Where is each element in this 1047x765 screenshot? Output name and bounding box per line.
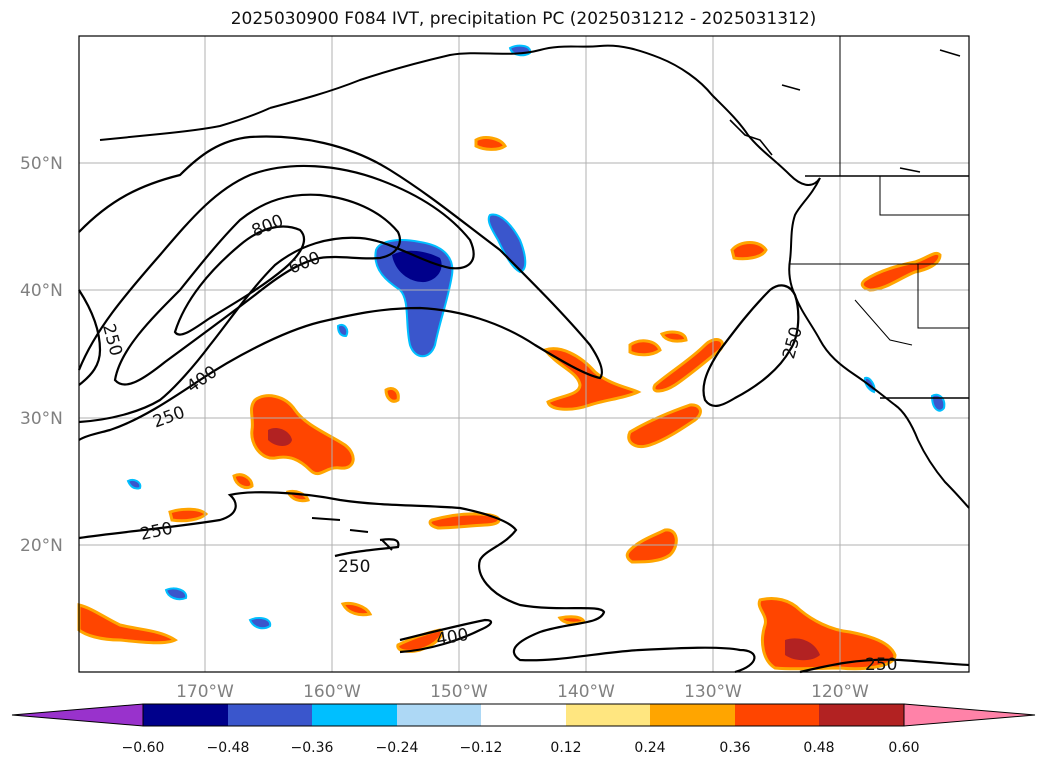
colorbar-segment <box>735 704 819 726</box>
precip-area-neg <box>164 587 188 601</box>
precip-area-neg <box>487 213 527 274</box>
ivt-contour-800 <box>173 225 306 336</box>
lat-label: 40°N <box>20 281 63 301</box>
us-state-borders <box>790 36 969 346</box>
colorbar: −0.60 −0.48 −0.36 −0.24 −0.12 0.12 0.24 … <box>11 703 1036 756</box>
colorbar-extend-low <box>11 703 144 727</box>
colorbar-segment <box>481 704 566 726</box>
precip-area-pos <box>627 403 702 448</box>
precip-area-pos <box>168 507 209 523</box>
colorbar-segment <box>312 704 397 726</box>
colorbar-tick-label: −0.60 <box>122 740 165 756</box>
colorbar-tick-label: 0.36 <box>719 740 750 756</box>
colorbar-tick-label: −0.48 <box>207 740 250 756</box>
colorbar-tick-label: 0.12 <box>550 740 581 756</box>
colorbar-tick-label: −0.36 <box>291 740 334 756</box>
colorbar-tick-label: 0.48 <box>803 740 834 756</box>
contour-label: 250 <box>865 655 897 675</box>
precip-area-pos <box>730 241 768 261</box>
longitude-labels: 170°W 160°W 150°W 140°W 130°W 120°W <box>176 682 869 702</box>
precip-area-pos-core <box>785 638 820 661</box>
precip-area-neg <box>126 478 142 490</box>
map-frame <box>78 35 970 673</box>
lon-label: 120°W <box>811 682 869 702</box>
ivt-contour-250-south <box>78 491 756 674</box>
map-background <box>79 36 969 672</box>
lat-label: 50°N <box>20 154 63 174</box>
precip-area-neg-core <box>392 250 442 283</box>
colorbar-tick-label: −0.24 <box>376 740 419 756</box>
colorbar-frame <box>142 703 905 727</box>
ivt-contour-250-north <box>78 135 604 441</box>
ivt-contour-250-se <box>799 658 970 674</box>
colorbar-tick-label: 0.60 <box>888 740 919 756</box>
ivt-contour-250-ca <box>702 284 800 407</box>
map-panel: 800 600 400 250 250 250 250 250 250 400 <box>77 35 970 675</box>
colorbar-tick-label: −0.12 <box>460 740 503 756</box>
precip-area-pos <box>474 136 508 151</box>
lon-label: 170°W <box>176 682 234 702</box>
colorbar-segment <box>143 704 228 726</box>
ivt-contour-400-south <box>399 618 493 654</box>
map-title: 2025030900 F084 IVT, precipitation PC (2… <box>230 9 817 29</box>
lon-label: 140°W <box>557 682 615 702</box>
precip-area-pos <box>860 251 942 292</box>
pacific-nw-coast <box>788 177 970 509</box>
colorbar-extend-high <box>903 703 1036 727</box>
precip-area-pos <box>384 386 400 403</box>
ivt-contour-250-mid <box>334 538 400 558</box>
precip-area-neg <box>336 324 349 338</box>
aleutians <box>99 107 271 141</box>
colorbar-segment <box>819 704 904 726</box>
lat-label: 30°N <box>20 409 63 429</box>
colorbar-segment <box>566 704 650 726</box>
bc-islands <box>729 49 961 173</box>
precip-area-pos <box>625 528 678 564</box>
precip-area-pos <box>628 339 662 357</box>
precip-area-pos <box>250 394 355 476</box>
ivt-contours <box>77 135 970 674</box>
colorbar-tick-label: 0.24 <box>634 740 665 756</box>
lon-label: 150°W <box>430 682 488 702</box>
negative-precip-areas <box>126 44 946 630</box>
colorbar-segment <box>397 704 481 726</box>
alaska-coast <box>269 44 821 186</box>
lat-label: 20°N <box>20 536 63 556</box>
latitude-labels: 50°N 40°N 30°N 20°N <box>20 154 63 556</box>
precip-area-pos <box>340 602 373 617</box>
precip-area-pos <box>232 473 254 490</box>
lon-label: 160°W <box>303 682 361 702</box>
precip-area-pos <box>428 512 501 530</box>
contour-label: 250 <box>338 557 370 577</box>
coastlines <box>99 36 970 551</box>
colorbar-segment <box>650 704 735 726</box>
precip-area-neg <box>930 393 946 412</box>
contour-label-group: 800 600 400 250 250 250 250 250 250 400 <box>98 211 897 675</box>
precip-area-pos <box>77 603 178 645</box>
precip-area-pos <box>659 330 688 343</box>
ivt-contour-400 <box>77 164 475 424</box>
colorbar-segment <box>228 704 312 726</box>
ivt-contour-600 <box>113 193 401 386</box>
lon-label: 130°W <box>684 682 742 702</box>
precip-area-pos-core <box>268 428 292 446</box>
ivt-contour-250-left <box>78 289 102 386</box>
precip-area-neg <box>248 617 272 630</box>
